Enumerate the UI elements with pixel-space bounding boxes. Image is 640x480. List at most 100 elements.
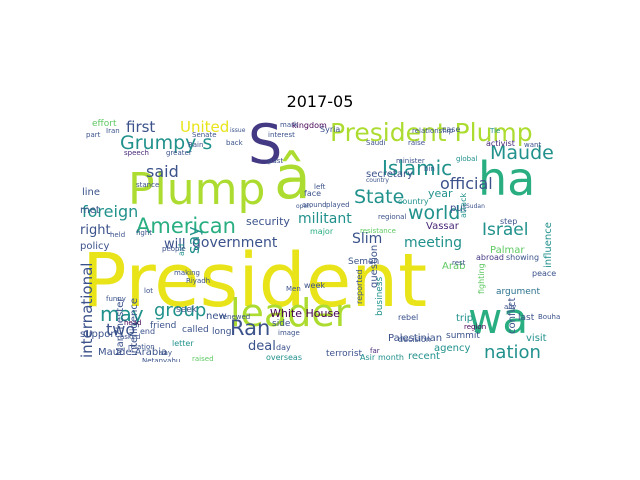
cloud-word: open xyxy=(296,203,311,210)
cloud-word: seek xyxy=(176,305,197,315)
cloud-word: Iran xyxy=(106,127,120,135)
cloud-word: Maude Arabia xyxy=(98,347,168,358)
cloud-word: renewed xyxy=(220,313,251,321)
cloud-word: head xyxy=(124,319,142,327)
cloud-word: secretary xyxy=(366,169,413,180)
cloud-word: summit xyxy=(446,331,480,341)
cloud-word: friend xyxy=(150,321,177,331)
cloud-word: major xyxy=(310,227,334,236)
cloud-word: ha xyxy=(478,152,536,206)
cloud-word: Israel xyxy=(482,220,529,240)
cloud-word: Netanyahu xyxy=(142,357,181,363)
cloud-word: lot xyxy=(144,287,153,295)
cloud-word: long xyxy=(212,327,232,337)
cloud-word: Islamic xyxy=(382,156,453,180)
cloud-word: White House xyxy=(270,307,340,320)
cloud-word: security xyxy=(246,215,290,228)
cloud-word: Slim xyxy=(352,231,383,247)
cloud-word: month xyxy=(378,353,404,362)
cloud-word: minister xyxy=(396,157,425,165)
cloud-word: Plump xyxy=(128,164,266,215)
cloud-word: trip xyxy=(456,313,474,324)
cloud-word: Ran xyxy=(230,316,271,340)
cloud-word: reported xyxy=(355,269,364,304)
cloud-word: met xyxy=(80,205,100,216)
cloud-word: year xyxy=(428,187,453,200)
cloud-word: nation xyxy=(484,342,541,362)
cloud-word: first xyxy=(126,118,156,136)
cloud-word: part xyxy=(86,131,101,139)
cloud-word: Asir xyxy=(360,353,376,362)
cloud-word: last xyxy=(518,313,535,323)
cloud-word: want xyxy=(524,141,542,149)
cloud-word: world xyxy=(408,202,461,224)
cloud-word: agency xyxy=(434,343,471,354)
cloud-word: people xyxy=(162,245,186,253)
cloud-word: played xyxy=(326,201,350,209)
cloud-word: President Plump xyxy=(330,118,533,147)
cloud-word: influence xyxy=(543,222,554,268)
cloud-word: said xyxy=(146,162,179,181)
cloud-word: fight xyxy=(136,229,153,237)
cloud-word: overseas xyxy=(266,353,302,362)
cloud-word: held xyxy=(110,231,126,239)
cloud-word: peace xyxy=(532,269,557,278)
cloud-word: letter xyxy=(172,339,194,348)
cloud-word: left xyxy=(314,183,326,191)
cloud-word: resistance xyxy=(360,227,396,235)
cloud-word: effort xyxy=(92,119,117,129)
cloud-word: wa xyxy=(468,294,529,343)
cloud-word: ally xyxy=(504,303,517,311)
cloud-word: put xyxy=(450,203,467,214)
cloud-word: relation xyxy=(128,343,155,351)
cloud-word: â xyxy=(274,143,311,213)
cloud-word: official xyxy=(440,174,493,193)
cloud-word: Palmar xyxy=(490,245,525,256)
cloud-word: Maude xyxy=(490,142,554,164)
cloud-word: President xyxy=(82,238,428,324)
cloud-word: country xyxy=(366,177,389,184)
cloud-word: side xyxy=(272,319,291,329)
cloud-word: rest xyxy=(452,259,466,267)
cloud-word: recent xyxy=(408,351,440,362)
cloud-word: step xyxy=(500,217,518,226)
cloud-word: support xyxy=(80,329,119,340)
cloud-word: activist xyxy=(486,139,515,148)
cloud-word: Senate xyxy=(192,131,217,139)
cloud-word: say xyxy=(184,226,203,254)
cloud-word: Men xyxy=(286,285,301,293)
cloud-word: say xyxy=(160,349,173,357)
cloud-word: showing xyxy=(506,253,540,262)
cloud-word: Bouhani xyxy=(538,313,560,321)
cloud-word: funny xyxy=(106,295,126,303)
cloud-word: State xyxy=(354,186,405,208)
cloud-word: terrorist xyxy=(326,349,363,359)
cloud-word: called xyxy=(182,325,209,335)
cloud-word: right xyxy=(80,223,111,238)
cloud-word: militant xyxy=(298,211,352,227)
cloud-word: image xyxy=(278,329,300,337)
cloud-word: new xyxy=(206,311,227,322)
cloud-word: argument xyxy=(496,287,541,297)
cloud-word: Semen xyxy=(348,257,380,267)
cloud-word: two xyxy=(106,320,136,339)
cloud-word: end xyxy=(140,327,156,336)
cloud-word: group xyxy=(154,300,207,321)
cloud-word: Rain xyxy=(188,141,204,149)
cloud-word: abroad xyxy=(476,253,504,262)
cloud-word: greater xyxy=(166,149,192,157)
cloud-word: global xyxy=(456,155,478,163)
cloud-word: business xyxy=(375,276,385,316)
cloud-word: Grumpy s xyxy=(120,132,213,154)
cloud-word: Palestinian xyxy=(388,333,443,344)
cloud-word: Tie xyxy=(490,127,501,135)
cloud-word: back xyxy=(226,139,243,147)
cloud-word: country xyxy=(398,197,429,206)
cloud-word: far xyxy=(370,347,380,355)
cloud-word: meeting xyxy=(404,235,463,251)
cloud-word: Saudi xyxy=(366,139,386,147)
cloud-word: foreign xyxy=(82,202,139,221)
cloud-word: regional xyxy=(378,213,407,221)
cloud-word: policy xyxy=(80,241,110,252)
